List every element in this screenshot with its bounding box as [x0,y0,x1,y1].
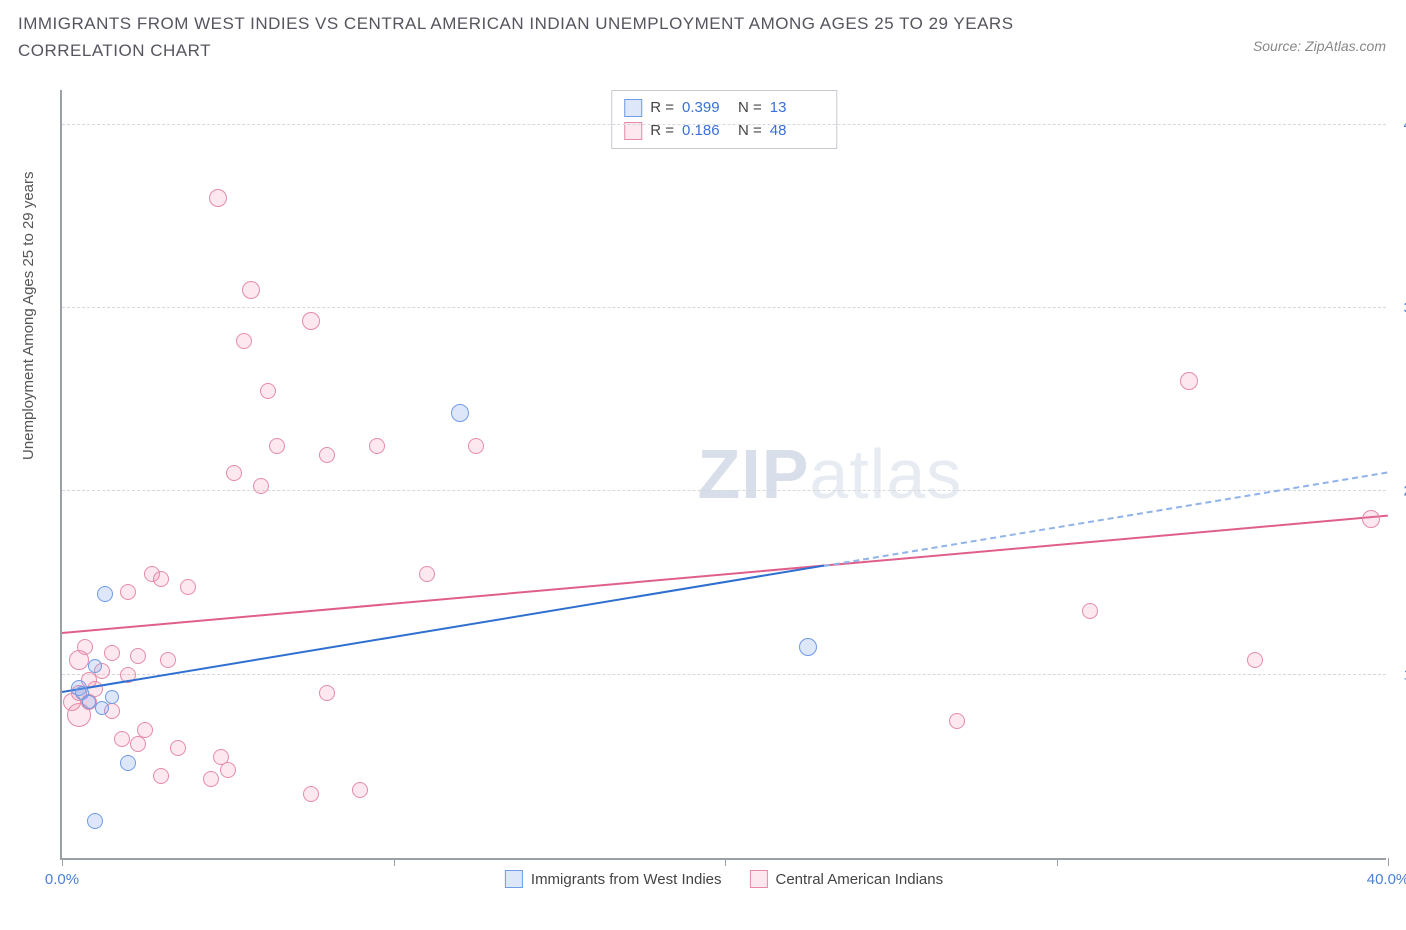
scatter-point [203,771,219,787]
scatter-point [114,731,130,747]
scatter-point [352,782,368,798]
scatter-point [242,281,260,299]
scatter-point [949,713,965,729]
scatter-point [87,813,103,829]
scatter-point [319,685,335,701]
scatter-point [130,736,146,752]
bottom-legend: Immigrants from West Indies Central Amer… [505,870,943,888]
watermark: ZIPatlas [698,434,963,514]
scatter-point [319,447,335,463]
x-tick [725,858,726,866]
scatter-point [236,333,252,349]
scatter-point [468,438,484,454]
scatter-point [799,638,817,656]
scatter-point [120,584,136,600]
y-axis-title: Unemployment Among Ages 25 to 29 years [20,171,37,460]
gridline [62,674,1386,675]
scatter-point [302,312,320,330]
scatter-point [369,438,385,454]
swatch-series-b-icon [750,870,768,888]
stats-legend-box: R =0.399 N =13 R =0.186 N =48 [611,90,837,149]
gridline [62,124,1386,125]
trend-line [62,515,1388,634]
scatter-point [130,648,146,664]
scatter-point [269,438,285,454]
scatter-point [77,639,93,655]
legend-item-a: Immigrants from West Indies [505,870,722,888]
scatter-point [170,740,186,756]
legend-label-a: Immigrants from West Indies [531,871,722,888]
scatter-point [95,701,109,715]
scatter-point [209,189,227,207]
scatter-point [1247,652,1263,668]
scatter-point [303,786,319,802]
stats-row-series-a: R =0.399 N =13 [624,97,818,120]
x-tick-label: 0.0% [45,871,79,888]
x-tick [1388,858,1389,866]
scatter-point [82,695,96,709]
scatter-point [120,755,136,771]
scatter-point [105,690,119,704]
x-tick [62,858,63,866]
scatter-point [97,586,113,602]
legend-item-b: Central American Indians [750,870,944,888]
scatter-point [137,722,153,738]
scatter-point [260,383,276,399]
scatter-point [253,478,269,494]
scatter-point [88,659,102,673]
scatter-point [153,571,169,587]
scatter-point [220,762,236,778]
swatch-series-a-icon [505,870,523,888]
scatter-point [1082,603,1098,619]
scatter-point [180,579,196,595]
legend-label-b: Central American Indians [776,871,944,888]
plot-area: ZIPatlas R =0.399 N =13 R =0.186 N =48 I… [60,90,1386,860]
r-value-a: 0.399 [682,97,730,120]
y-tick-label: 20.0% [1391,483,1406,500]
x-tick [1057,858,1058,866]
scatter-point [160,652,176,668]
y-tick-label: 10.0% [1391,666,1406,683]
scatter-point [153,768,169,784]
scatter-point [1362,510,1380,528]
scatter-point [226,465,242,481]
y-tick-label: 40.0% [1391,116,1406,133]
swatch-series-a [624,99,642,117]
scatter-point [451,404,469,422]
y-tick-label: 30.0% [1391,300,1406,317]
gridline [62,307,1386,308]
source-label: Source: ZipAtlas.com [1253,38,1386,54]
scatter-point [104,645,120,661]
x-tick-label: 40.0% [1367,871,1406,888]
x-tick [394,858,395,866]
n-value-a: 13 [770,97,818,120]
trend-line [824,471,1388,566]
scatter-point [419,566,435,582]
scatter-point [1180,372,1198,390]
chart-title: IMMIGRANTS FROM WEST INDIES VS CENTRAL A… [18,10,1138,64]
